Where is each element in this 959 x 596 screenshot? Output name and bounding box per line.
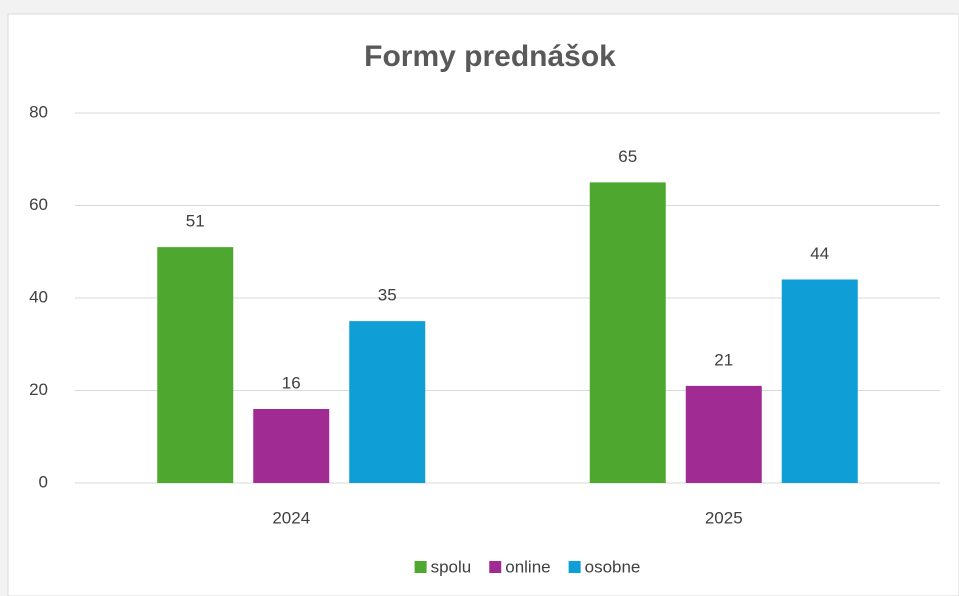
chart-title: Formy prednášok (364, 40, 616, 73)
y-tick-label: 60 (29, 195, 48, 214)
bar (253, 409, 330, 483)
x-tick-label: 2024 (272, 508, 310, 527)
x-tick-label: 2025 (705, 508, 743, 527)
data-label: 44 (810, 244, 829, 263)
bar (781, 279, 858, 483)
legend-label: osobne (585, 557, 641, 576)
data-label: 16 (282, 373, 301, 392)
legend-swatch (489, 561, 502, 573)
legend-swatch (568, 561, 581, 573)
data-label: 21 (714, 350, 733, 369)
legend-label: online (505, 557, 550, 576)
bar (157, 247, 234, 483)
bar (589, 182, 666, 483)
y-tick-label: 0 (39, 472, 48, 491)
y-tick-label: 80 (29, 102, 48, 121)
y-tick-label: 20 (29, 380, 48, 399)
legend-swatch (414, 561, 427, 573)
data-label: 35 (378, 286, 397, 305)
data-label: 51 (186, 212, 205, 231)
y-tick-label: 40 (29, 287, 48, 306)
bar (349, 321, 426, 483)
legend-label: spolu (431, 557, 472, 576)
bar (685, 385, 762, 483)
data-label: 65 (618, 147, 637, 166)
